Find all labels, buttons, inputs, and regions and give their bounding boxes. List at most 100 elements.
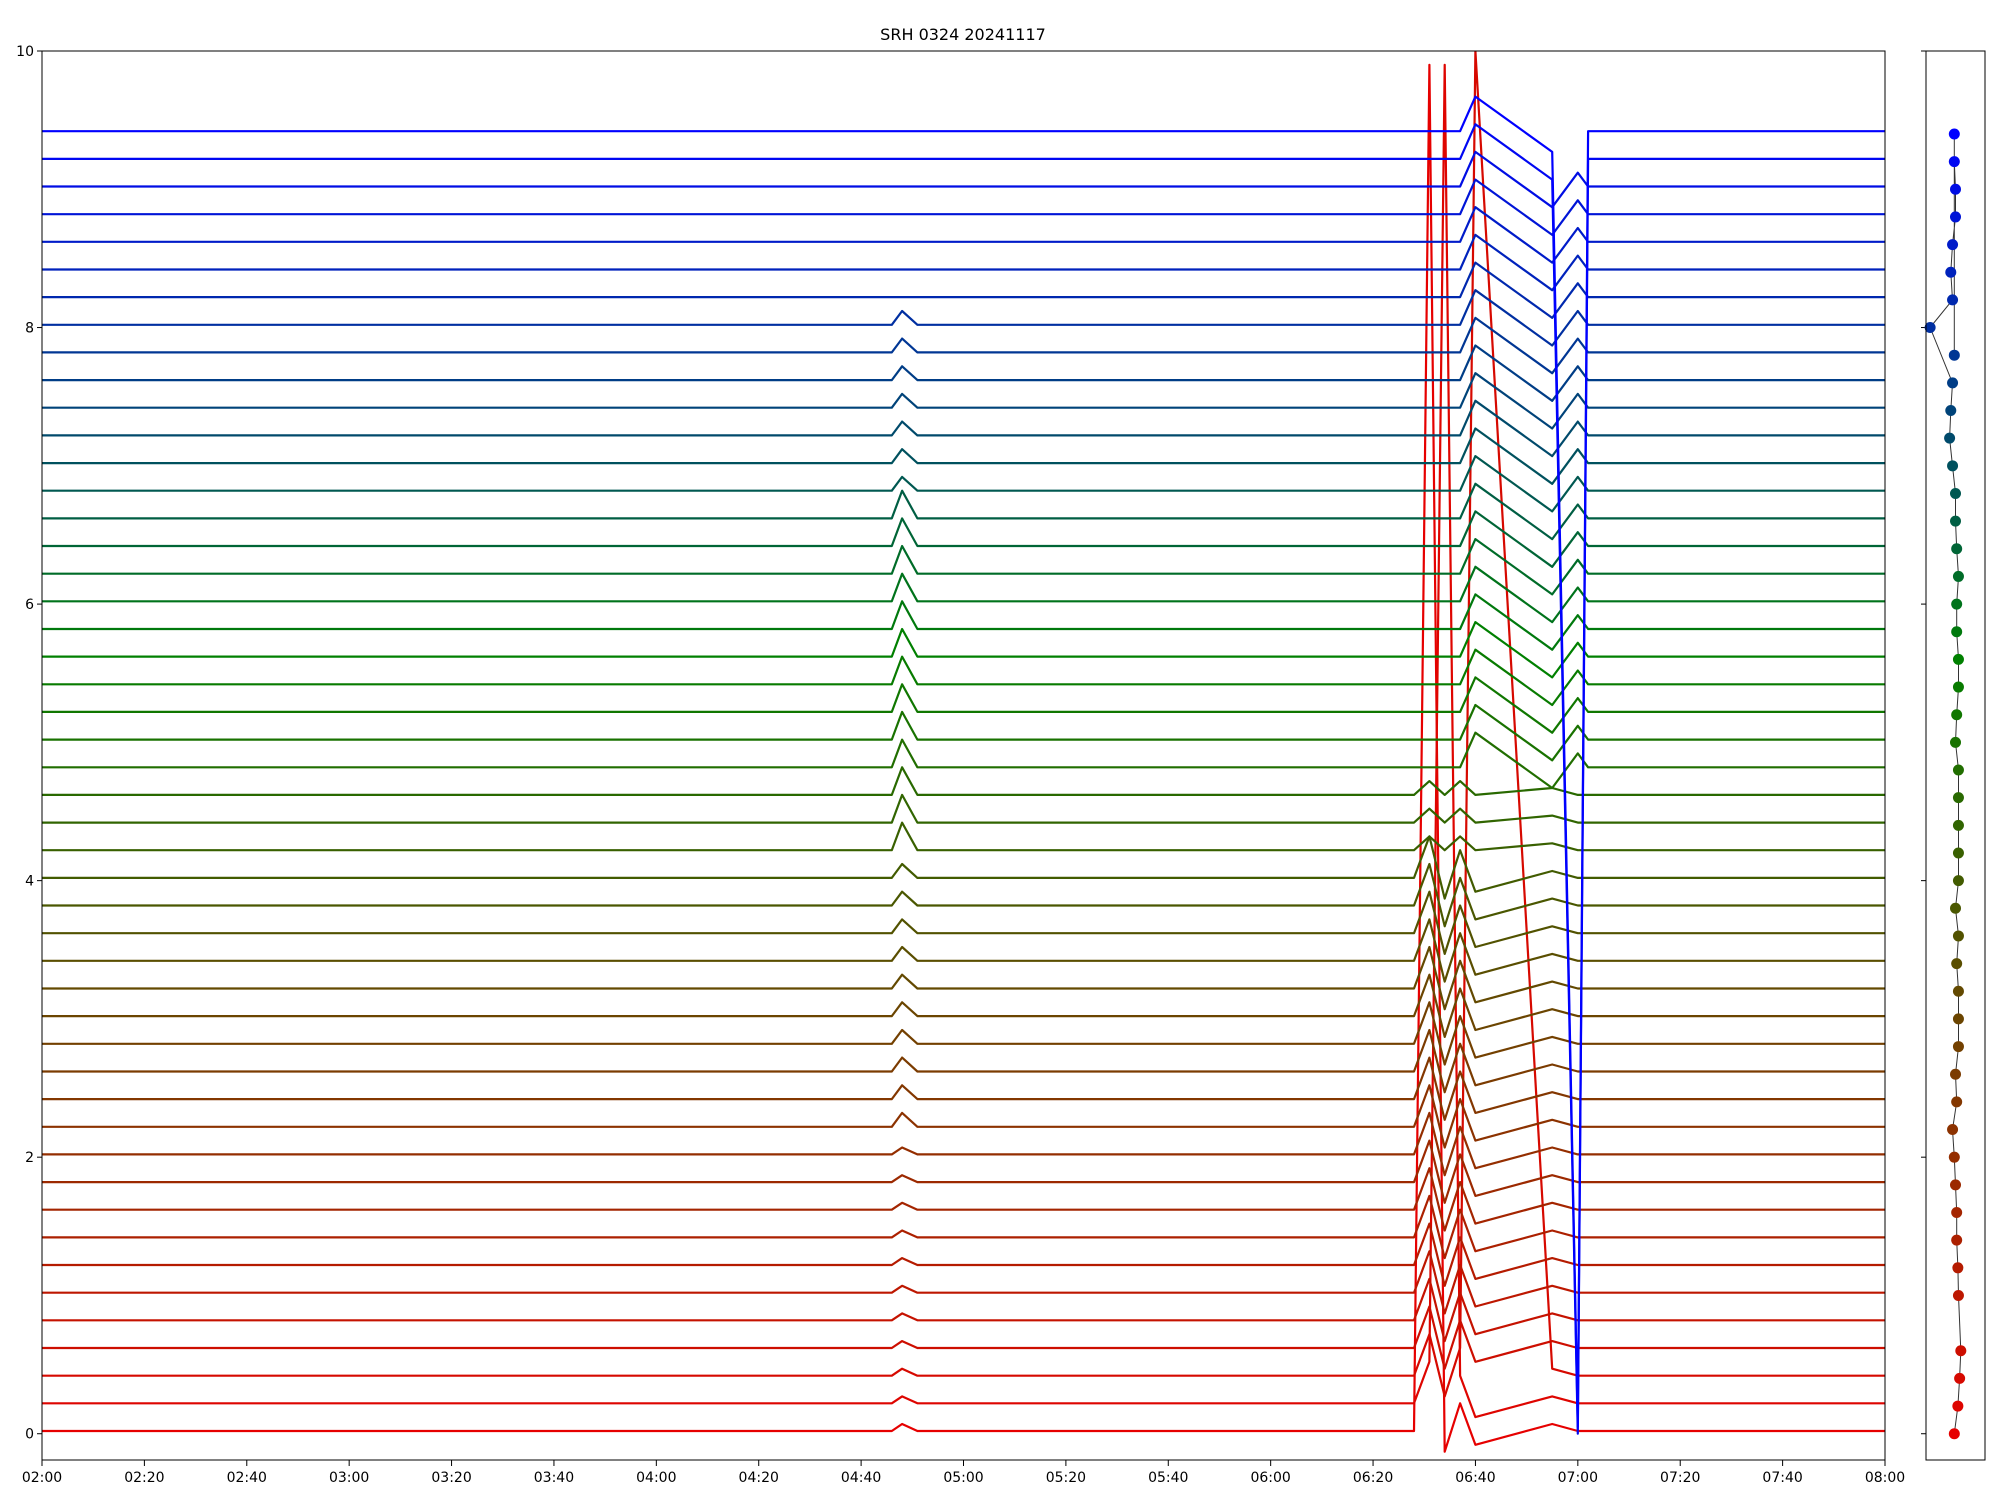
side-dot (1948, 1428, 1960, 1440)
x-tick-label: 04:00 (636, 1470, 676, 1486)
y-tick-label: 2 (25, 1150, 34, 1166)
side-dot (1952, 930, 1964, 942)
x-tick-label: 03:20 (431, 1470, 471, 1486)
side-dot (1952, 819, 1964, 831)
trace (42, 621, 1885, 679)
side-dot (1950, 902, 1961, 914)
trace (42, 1167, 1885, 1232)
side-dot (1952, 681, 1964, 693)
side-dot (1945, 266, 1957, 278)
trace (42, 399, 1885, 458)
trace (42, 510, 1885, 568)
side-dot (1951, 626, 1963, 638)
chart-title: SRH 0324 20241117 (880, 25, 1046, 44)
trace (42, 821, 1885, 852)
trace (42, 862, 1885, 928)
trace (42, 178, 1885, 236)
x-tick-label: 04:40 (841, 1470, 881, 1486)
side-dot (1951, 543, 1963, 555)
side-dot (1952, 1041, 1964, 1053)
side-dot (1952, 653, 1964, 665)
side-dot (1947, 1124, 1959, 1136)
trace (42, 1139, 1885, 1204)
trace (42, 973, 1885, 1038)
side-dot (1947, 377, 1959, 389)
side-dot (1948, 156, 1960, 168)
y-tick-label: 4 (25, 874, 34, 890)
side-dot (1952, 985, 1964, 997)
trace (42, 793, 1885, 824)
trace (42, 1056, 1885, 1121)
trace (42, 1111, 1885, 1177)
trace (42, 766, 1885, 796)
x-tick-label: 06:00 (1250, 1470, 1290, 1486)
side-dot (1954, 1372, 1966, 1384)
trace (42, 1001, 1885, 1066)
x-tick-label: 06:20 (1353, 1470, 1393, 1486)
trace (42, 455, 1885, 513)
y-tick-label: 8 (25, 321, 34, 337)
trace (42, 344, 1885, 402)
side-dot (1944, 432, 1956, 444)
trace (42, 1222, 1885, 1287)
side-dot (1951, 1206, 1963, 1218)
side-dot (1950, 1068, 1961, 1080)
side-dot (1952, 1400, 1964, 1412)
side-dot (1950, 487, 1961, 499)
trace (42, 890, 1885, 955)
trace (42, 1194, 1885, 1260)
side-dot (1948, 1151, 1960, 1163)
trace (42, 538, 1885, 596)
trace (42, 593, 1885, 651)
side-dot (1948, 349, 1960, 361)
side-dot (1952, 570, 1964, 582)
y-tick-label: 10 (16, 44, 34, 60)
side-dot (1952, 875, 1964, 887)
trace (42, 150, 1885, 209)
trace (42, 648, 1885, 707)
side-dot (1950, 211, 1961, 223)
trace (42, 261, 1885, 319)
trace (42, 703, 1885, 762)
x-tick-label: 03:40 (534, 1470, 574, 1486)
x-tick-label: 06:40 (1455, 1470, 1495, 1486)
x-tick-label: 05:20 (1046, 1470, 1086, 1486)
x-tick-label: 02:40 (227, 1470, 267, 1486)
x-tick-label: 04:20 (739, 1470, 779, 1486)
side-dot (1947, 239, 1959, 251)
side-dot (1951, 958, 1963, 970)
trace (42, 565, 1885, 624)
trace (42, 918, 1885, 983)
trace (42, 233, 1885, 292)
side-dot (1952, 1262, 1964, 1274)
side-dot (1950, 515, 1961, 527)
side-dot (1950, 1179, 1961, 1191)
side-dot (1952, 1013, 1964, 1025)
trace (42, 1028, 1885, 1094)
x-tick-label: 03:00 (329, 1470, 369, 1486)
x-tick-label: 05:00 (943, 1470, 983, 1486)
side-dot (1951, 598, 1963, 610)
y-tick-label: 0 (25, 1427, 34, 1443)
trace (42, 427, 1885, 485)
side-dot (1948, 128, 1960, 140)
trace (42, 372, 1885, 430)
side-dot (1951, 709, 1963, 721)
trace (42, 482, 1885, 541)
x-tick-label: 07:20 (1660, 1470, 1700, 1486)
trace (42, 1084, 1885, 1149)
x-tick-label: 08:00 (1865, 1470, 1905, 1486)
side-dot (1951, 1234, 1963, 1246)
x-tick-label: 07:40 (1762, 1470, 1802, 1486)
x-tick-label: 02:00 (22, 1470, 62, 1486)
side-dot (1950, 736, 1961, 748)
side-dot (1924, 322, 1936, 334)
x-tick-label: 02:20 (124, 1470, 164, 1486)
trace (42, 676, 1885, 734)
side-dot (1945, 405, 1957, 417)
side-dot (1952, 1289, 1964, 1301)
side-dot (1955, 1345, 1967, 1357)
plot-area (42, 51, 1885, 1453)
